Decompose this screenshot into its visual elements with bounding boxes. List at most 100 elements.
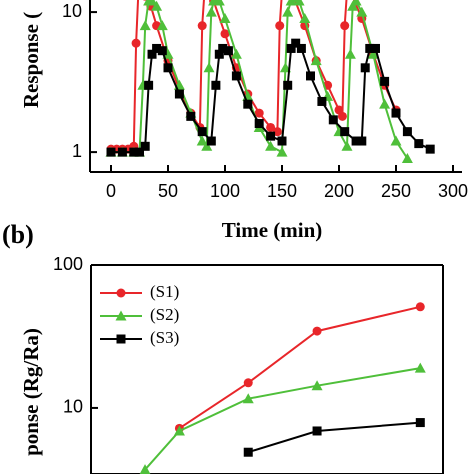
- marker: [291, 38, 301, 48]
- marker: [151, 0, 163, 11]
- marker: [391, 108, 401, 118]
- marker: [115, 310, 127, 321]
- marker: [360, 63, 370, 73]
- marker: [116, 288, 126, 298]
- marker: [203, 62, 215, 73]
- marker: [242, 393, 254, 404]
- series-line: [247, 421, 421, 454]
- marker: [197, 127, 207, 137]
- x-tick-label: 100: [210, 181, 240, 201]
- marker: [337, 111, 347, 121]
- marker: [174, 89, 184, 99]
- marker: [220, 29, 230, 39]
- panel-label: (b): [2, 220, 34, 249]
- marker: [344, 48, 356, 59]
- marker: [311, 380, 323, 391]
- legend-label: (S1): [150, 282, 179, 301]
- marker: [317, 96, 327, 106]
- marker: [243, 378, 253, 388]
- marker: [310, 55, 322, 66]
- marker: [254, 119, 264, 129]
- marker: [139, 20, 151, 31]
- marker: [186, 111, 196, 121]
- marker: [401, 153, 413, 164]
- y-tick-label: 100: [53, 254, 83, 274]
- marker: [276, 146, 288, 157]
- marker: [286, 43, 296, 53]
- marker: [152, 43, 162, 53]
- marker: [283, 80, 293, 90]
- series-line: [144, 367, 421, 471]
- plot-area: [105, 0, 435, 164]
- panel-b: 10 100 ponse (Rg/Ra) (b) (S1) (S2) (S3): [2, 220, 444, 474]
- marker: [277, 136, 287, 146]
- marker: [266, 122, 276, 132]
- marker: [214, 49, 224, 59]
- y-axis-label: Response (: [19, 12, 43, 108]
- x-tick-label: 0: [106, 181, 116, 201]
- marker: [144, 80, 154, 90]
- marker: [414, 362, 426, 373]
- marker: [147, 49, 157, 59]
- marker: [231, 71, 241, 81]
- marker: [379, 98, 391, 109]
- legend-label: (S2): [150, 305, 179, 324]
- marker: [157, 46, 167, 56]
- y-axis-label: ponse (Rg/Ra): [19, 328, 43, 456]
- marker: [415, 418, 425, 428]
- marker: [367, 48, 379, 59]
- marker: [390, 135, 402, 146]
- marker: [340, 127, 350, 137]
- marker: [129, 147, 139, 157]
- marker: [328, 115, 338, 125]
- y-tick-label: 10: [63, 397, 83, 417]
- series-line: [178, 305, 421, 430]
- marker: [365, 43, 375, 53]
- marker: [135, 147, 144, 157]
- marker: [243, 99, 253, 109]
- marker: [285, 0, 297, 6]
- marker: [275, 21, 285, 31]
- x-tick-label: 250: [381, 181, 411, 201]
- marker: [223, 46, 233, 56]
- marker: [266, 131, 276, 141]
- marker: [116, 334, 126, 344]
- marker: [173, 425, 185, 436]
- marker: [312, 326, 322, 336]
- marker: [350, 0, 362, 6]
- marker: [218, 43, 228, 53]
- marker: [402, 127, 412, 137]
- marker: [370, 43, 380, 53]
- marker: [163, 63, 173, 73]
- marker: [299, 12, 311, 23]
- y-tick-label: 10: [62, 1, 82, 21]
- marker: [106, 147, 116, 157]
- marker: [347, 0, 359, 11]
- marker: [265, 140, 277, 151]
- marker: [243, 447, 253, 457]
- marker: [341, 140, 353, 151]
- marker: [156, 20, 168, 31]
- marker: [425, 144, 435, 154]
- marker: [213, 0, 225, 6]
- marker: [282, 6, 294, 17]
- legend-label: (S3): [150, 328, 179, 347]
- marker: [272, 127, 282, 137]
- marker: [206, 136, 216, 146]
- marker: [415, 302, 425, 312]
- marker: [293, 0, 305, 6]
- marker: [351, 136, 361, 146]
- x-tick-label: 300: [438, 181, 468, 201]
- marker: [414, 139, 424, 149]
- marker: [196, 135, 208, 146]
- marker: [356, 6, 368, 17]
- marker: [211, 80, 221, 90]
- marker: [139, 464, 151, 474]
- marker: [205, 6, 217, 17]
- x-axis-label: Time (min): [222, 218, 323, 242]
- marker: [201, 140, 213, 151]
- y-tick-label: 1: [72, 141, 82, 161]
- marker: [357, 136, 367, 146]
